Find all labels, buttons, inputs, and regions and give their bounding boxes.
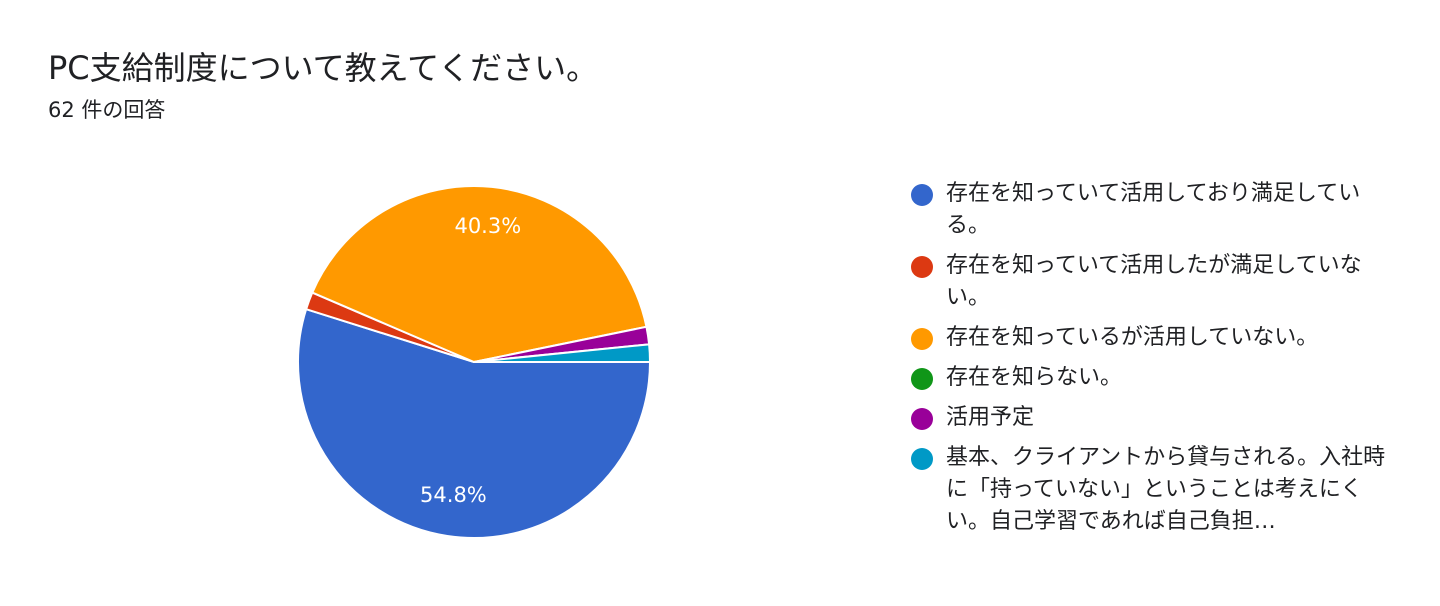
legend-swatch-icon bbox=[911, 184, 933, 206]
legend-label: 存在を知っているが活用していない。 bbox=[946, 325, 1319, 350]
legend-swatch-icon bbox=[911, 408, 933, 430]
pie-slice-label-2: 40.3% bbox=[454, 214, 521, 238]
legend-item[interactable]: 基本、クライアントから貸与される。入社時に「持っていない」ということは考えにくい… bbox=[908, 442, 1388, 538]
pie-slice-0[interactable] bbox=[297, 307, 652, 539]
response-count: 62 件の回答 bbox=[48, 98, 166, 122]
legend-label: 活用予定 bbox=[946, 405, 1035, 430]
legend-swatch-icon bbox=[911, 328, 933, 350]
legend-label: 基本、クライアントから貸与される。入社時に「持っていない」ということは考えにくい… bbox=[946, 445, 1386, 534]
legend-item[interactable]: 存在を知っていて活用しており満足している。 bbox=[908, 178, 1388, 242]
legend-label: 存在を知っていて活用しており満足している。 bbox=[946, 181, 1361, 238]
legend-item[interactable]: 存在を知らない。 bbox=[908, 362, 1388, 394]
pie-slice-label-0: 54.8% bbox=[420, 483, 487, 507]
legend-swatch-icon bbox=[911, 448, 933, 470]
legend-swatch-icon bbox=[911, 256, 933, 278]
legend-label: 存在を知らない。 bbox=[946, 365, 1123, 390]
chart-title: PC支給制度について教えてください。 bbox=[48, 49, 599, 87]
legend-item[interactable]: 存在を知っていて活用したが満足していない。 bbox=[908, 250, 1388, 314]
legend-label: 存在を知っていて活用したが満足していない。 bbox=[946, 253, 1362, 310]
legend: 存在を知っていて活用しており満足している。 存在を知っていて活用したが満足していな… bbox=[908, 178, 1388, 546]
legend-swatch-icon bbox=[911, 368, 933, 390]
legend-item[interactable]: 活用予定 bbox=[908, 402, 1388, 434]
legend-item[interactable]: 存在を知っているが活用していない。 bbox=[908, 322, 1388, 354]
pie-slice-2[interactable] bbox=[310, 185, 648, 364]
pie-slice-5[interactable] bbox=[473, 343, 652, 363]
